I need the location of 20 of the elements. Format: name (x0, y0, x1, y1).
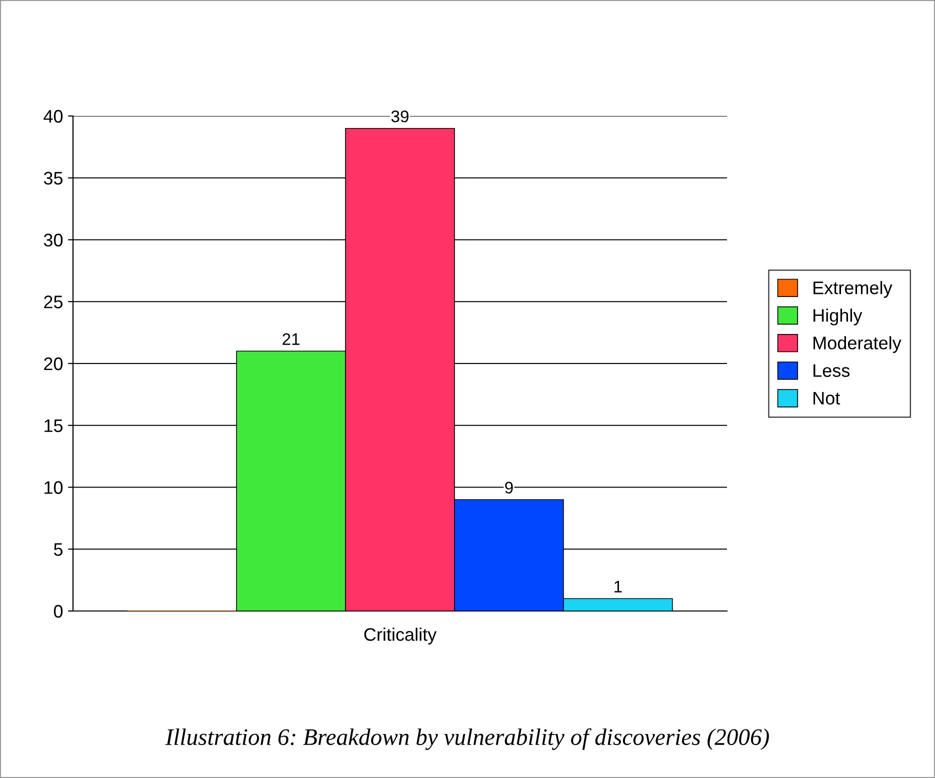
data-label: 1 (614, 580, 622, 592)
y-tick-label: 30 (44, 234, 63, 246)
y-tick-label: 25 (44, 296, 63, 308)
y-tick-label: 0 (54, 604, 63, 618)
y-tick-label: 15 (44, 419, 63, 432)
text: Illustration 6: Breakdown by vulnerability of discoveries (2006) (165, 728, 769, 750)
data-label: 39 (391, 110, 408, 122)
legend-label: Less (814, 364, 850, 377)
legend-label: Moderately (814, 336, 902, 353)
y-tick-label: 5 (54, 543, 63, 556)
y-tick-label: 10 (44, 481, 63, 494)
x-tick-label: Criticality (364, 628, 437, 644)
data-label: 21 (282, 333, 300, 345)
legend-label: Not (814, 392, 840, 405)
y-tick-label: 40 (44, 110, 63, 123)
data-label: 9 (505, 482, 513, 494)
y-tick-label: 20 (44, 357, 63, 370)
legend-label: Extremely (814, 280, 892, 298)
legend-label: Highly (814, 308, 862, 326)
y-tick-label: 35 (44, 172, 63, 185)
